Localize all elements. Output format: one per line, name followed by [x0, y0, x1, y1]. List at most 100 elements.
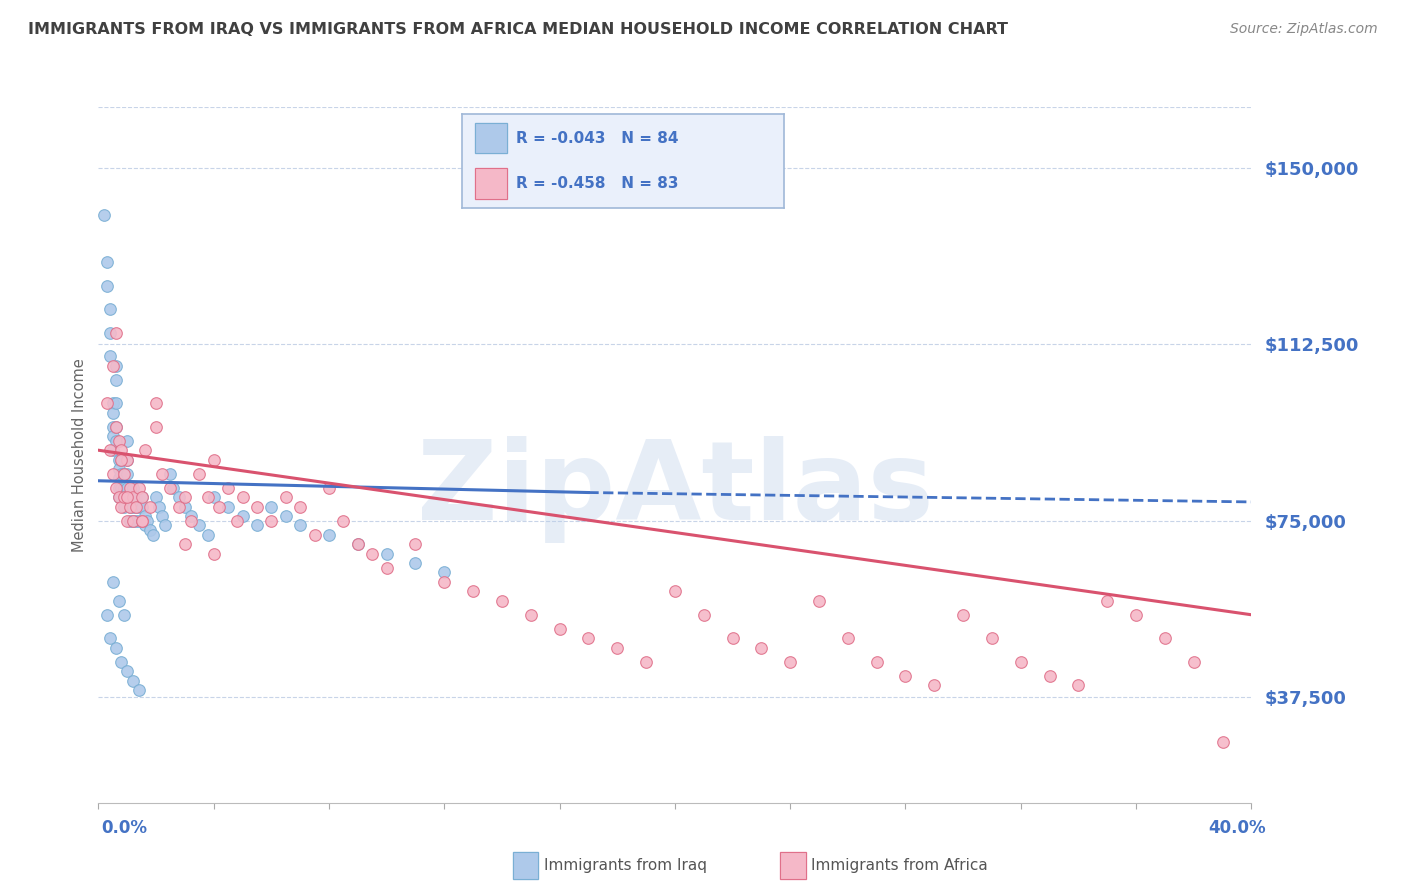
Point — [1212, 734, 1234, 748]
Point — [167, 490, 190, 504]
Point — [202, 547, 225, 561]
Point — [104, 373, 127, 387]
Point — [131, 490, 153, 504]
Point — [131, 514, 153, 528]
Point — [520, 607, 543, 622]
Point — [405, 556, 427, 570]
Point — [894, 669, 917, 683]
Point — [112, 500, 135, 514]
Point — [128, 683, 150, 698]
Point — [231, 490, 254, 504]
Point — [405, 537, 427, 551]
Text: Immigrants from Iraq: Immigrants from Iraq — [544, 858, 707, 872]
Text: Immigrants from Africa: Immigrants from Africa — [811, 858, 988, 872]
Point — [107, 462, 129, 476]
Point — [128, 500, 150, 514]
Text: ZipAtlas: ZipAtlas — [416, 436, 934, 543]
Point — [1153, 632, 1175, 646]
Point — [231, 509, 254, 524]
Point — [318, 528, 340, 542]
Point — [101, 429, 124, 443]
Point — [110, 467, 132, 481]
Point — [361, 547, 384, 561]
Point — [548, 622, 571, 636]
Point — [208, 500, 231, 514]
Point — [125, 500, 148, 514]
Point — [96, 255, 118, 269]
Point — [197, 528, 219, 542]
Point — [318, 481, 340, 495]
Point — [145, 419, 167, 434]
Point — [751, 640, 773, 655]
Point — [148, 500, 170, 514]
Point — [101, 443, 124, 458]
Point — [107, 471, 129, 485]
Point — [150, 509, 173, 524]
Point — [274, 490, 297, 504]
Point — [174, 537, 197, 551]
Point — [461, 584, 484, 599]
Point — [122, 490, 145, 504]
Point — [145, 490, 167, 504]
Point — [120, 500, 142, 514]
Point — [112, 467, 135, 481]
Point — [117, 452, 138, 467]
Point — [981, 632, 1004, 646]
Point — [101, 396, 124, 410]
Point — [120, 490, 142, 504]
Point — [162, 481, 184, 495]
Point — [117, 452, 138, 467]
Point — [1125, 607, 1147, 622]
Point — [96, 278, 118, 293]
Point — [636, 655, 658, 669]
Point — [217, 500, 239, 514]
Point — [117, 481, 138, 495]
Point — [274, 509, 297, 524]
Point — [110, 490, 132, 504]
Text: 0.0%: 0.0% — [101, 819, 148, 837]
Point — [125, 514, 148, 528]
Point — [142, 528, 165, 542]
Point — [721, 632, 744, 646]
Point — [112, 607, 135, 622]
Point — [131, 490, 153, 504]
Point — [1010, 655, 1032, 669]
Point — [346, 537, 368, 551]
Point — [107, 481, 129, 495]
Point — [120, 500, 142, 514]
Point — [98, 349, 121, 363]
Point — [134, 443, 156, 458]
Point — [153, 518, 176, 533]
Text: IMMIGRANTS FROM IRAQ VS IMMIGRANTS FROM AFRICA MEDIAN HOUSEHOLD INCOME CORRELATI: IMMIGRANTS FROM IRAQ VS IMMIGRANTS FROM … — [28, 22, 1008, 37]
Point — [1038, 669, 1062, 683]
Point — [807, 593, 830, 607]
Point — [112, 490, 135, 504]
Point — [110, 452, 132, 467]
Point — [952, 607, 974, 622]
Point — [664, 584, 686, 599]
Point — [197, 490, 219, 504]
Point — [107, 593, 129, 607]
Point — [101, 574, 124, 589]
Point — [104, 326, 127, 340]
Point — [101, 467, 124, 481]
Point — [134, 509, 156, 524]
Point — [101, 406, 124, 420]
Point — [1067, 678, 1090, 692]
Point — [128, 481, 150, 495]
Point — [98, 302, 121, 317]
Point — [837, 632, 859, 646]
Point — [174, 500, 197, 514]
Point — [104, 481, 127, 495]
Point — [98, 326, 121, 340]
Point — [159, 481, 181, 495]
Point — [110, 500, 132, 514]
Point — [1182, 655, 1205, 669]
Point — [120, 514, 142, 528]
Point — [180, 514, 202, 528]
Point — [122, 673, 145, 688]
Point — [246, 500, 269, 514]
Point — [107, 490, 129, 504]
Point — [96, 396, 118, 410]
Point — [332, 514, 354, 528]
